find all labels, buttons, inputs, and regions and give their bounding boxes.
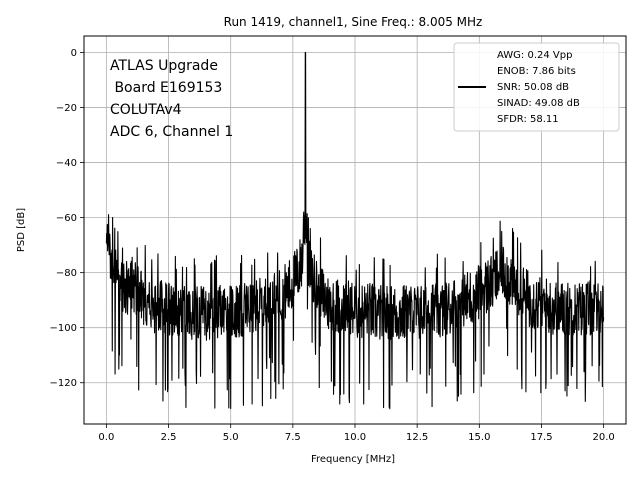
y-tick-label: −40 [56,158,77,169]
legend-entry-awg: AWG: 0.24 Vpp [497,50,572,61]
y-tick-label: −20 [56,103,77,114]
legend-entry-sfdr: SFDR: 58.11 [497,114,559,125]
annotation-line-2: Board E169153 [110,80,222,96]
y-tick-label: −100 [50,323,77,334]
x-tick-label: 5.0 [223,432,239,443]
x-tick-label: 20.0 [592,432,614,443]
x-tick-label: 7.5 [285,432,301,443]
x-tick-label: 2.5 [161,432,177,443]
legend-entry-snr: SNR: 50.08 dB [497,82,569,93]
x-tick-label: 10.0 [344,432,366,443]
x-tick-label: 0.0 [98,432,114,443]
x-axis-label: Frequency [MHz] [311,454,395,465]
y-axis-ticks: 0 −20 −40 −60 −80 −100 −120 [50,48,84,389]
psd-series-line [105,51,605,410]
chart-title: Run 1419, channel1, Sine Freq.: 8.005 MH… [224,15,483,29]
annotation-line-1: ATLAS Upgrade [110,58,218,74]
legend-entry-sinad: SINAD: 49.08 dB [497,98,580,109]
x-tick-label: 17.5 [530,432,552,443]
annotation-block: ATLAS Upgrade Board E169153 COLUTAv4 ADC… [110,58,233,140]
legend-entry-enob: ENOB: 7.86 bits [497,66,576,77]
y-axis-label: PSD [dB] [16,208,27,252]
psd-trace [105,51,605,410]
y-tick-label: −60 [56,213,77,224]
annotation-line-3: COLUTAv4 [110,102,182,118]
y-tick-label: 0 [71,48,77,59]
x-tick-label: 12.5 [406,432,428,443]
x-axis-ticks: 0.0 2.5 5.0 7.5 10.0 12.5 15.0 17.5 20.0 [98,424,615,443]
annotation-line-4: ADC 6, Channel 1 [110,124,233,140]
legend-box [453,42,620,132]
y-tick-label: −80 [56,268,77,279]
y-tick-label: −120 [50,378,77,389]
legend: AWG: 0.24 Vpp ENOB: 7.86 bits SNR: 50.08… [453,42,620,132]
x-tick-label: 15.0 [468,432,490,443]
